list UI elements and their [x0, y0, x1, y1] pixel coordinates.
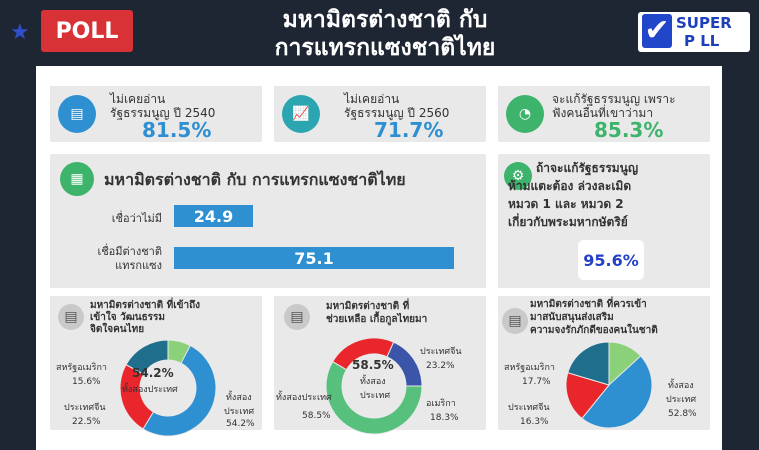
donut3-label-cn: ประเทศจีน: [508, 403, 550, 413]
donut-card-3: ▤ มหามิตรต่างชาติ ที่ควรเข้า มาสนับสนุนส…: [498, 296, 710, 430]
pie-chart-3: [565, 341, 653, 429]
donut1-title-2: เข้าใจ วัฒนธรรม: [90, 312, 166, 323]
stat-value-3: 85.3%: [594, 118, 664, 142]
donut3-label-both-2: ประเทศ: [666, 395, 697, 405]
slice-0: [142, 339, 217, 437]
donut1-center-label: ทั้งสองประเทศ: [122, 385, 178, 395]
donut3-pct-us: 17.7%: [522, 377, 551, 387]
super-poll-logo: ✔ SUPER P LL: [638, 12, 750, 52]
donut1-title: มหามิตรต่างชาติ ที่เข้าถึง เข้าใจ วัฒนธร…: [90, 300, 200, 336]
header: ★ POLL มหามิตรต่างชาติ กับ การแทรกแซงชาต…: [0, 0, 759, 64]
stat-label-1a: ไม่เคยอ่าน: [110, 92, 166, 106]
slice-2: [386, 341, 423, 387]
gear-icon: ⚙: [504, 162, 532, 190]
stat-label-1b: รัฐธรรมนูญ ปี 2540: [110, 106, 216, 120]
donut3-pct-both: 52.8%: [668, 409, 697, 419]
donut2-label-cn: ประเทศจีน: [420, 347, 462, 357]
donut2-label-us: อเมริกา: [426, 399, 456, 409]
donut3-pct-cn: 16.3%: [520, 417, 549, 427]
donut2-pct-cn: 23.2%: [426, 361, 455, 371]
donut-card-2: ▤ มหามิตรต่างชาติ ที่ ช่วยเหลือ เกื้อกูล…: [274, 296, 486, 435]
bar-label-1: เชื่อว่าไม่มี: [111, 212, 162, 225]
bar-none: 24.9: [174, 205, 253, 227]
monarchy-line-2: ห้ามแตะต้อง ล่วงละเมิด: [508, 179, 632, 193]
donut1-label-both-2: ประเทศ: [224, 407, 255, 417]
document-icon: ▤: [284, 304, 310, 330]
document-chart-icon: ▤: [58, 95, 96, 133]
slice-other: [167, 339, 192, 364]
title-line-2: การแทรกแซงชาติไทย: [274, 35, 496, 61]
slice-1: [565, 372, 610, 420]
donut-card-1: ▤ มหามิตรต่างชาติ ที่เข้าถึง เข้าใจ วัฒน…: [50, 296, 262, 437]
donut1-label-both: ทั้งสอง: [226, 393, 252, 403]
donut3-title: มหามิตรต่างชาติ ที่ควรเข้า มาสนับสนุนส่ง…: [530, 298, 658, 337]
monarchy-line-3: หมวด 1 และ หมวด 2: [508, 197, 624, 211]
logo-text-2: P LL: [684, 32, 720, 50]
bar-chart-card: ▦ มหามิตรต่างชาติ กับ การแทรกแซงชาติไทย …: [50, 154, 486, 288]
donut1-title-1: มหามิตรต่างชาติ ที่เข้าถึง: [90, 300, 201, 311]
donut2-center-value: 58.5%: [352, 358, 394, 372]
monarchy-card: ⚙ ถ้าจะแก้รัฐธรรมนูญ ห้ามแตะต้อง ล่วงละเ…: [498, 154, 710, 288]
stat-label-2b: รัฐธรรมนูญ ปี 2560: [344, 106, 450, 120]
stat-value-1: 81.5%: [142, 118, 212, 142]
document-icon: ▤: [58, 304, 84, 330]
slice-2: [567, 341, 610, 386]
document-icon: ▦: [60, 162, 94, 196]
stat-card-2: 📈 ไม่เคยอ่าน รัฐธรรมนูญ ปี 2560 71.7%: [274, 86, 486, 142]
title-line-1: มหามิตรต่างชาติ กับ: [282, 7, 488, 33]
donut2-center-label-1: ทั้งสอง: [360, 377, 386, 387]
donut-chart-2: [325, 337, 423, 435]
monarchy-line-4: เกี่ยวกับพระมหากษัตริย์: [508, 215, 628, 229]
stat-label-3b: ฟังคนอื่นที่เขาว่ามา: [552, 106, 654, 120]
donut-chart-1: [119, 339, 217, 437]
donut2-title: มหามิตรต่างชาติ ที่ ช่วยเหลือ เกื้อกูลไท…: [326, 300, 427, 326]
growth-chart-icon: 📈: [282, 95, 320, 133]
donut3-title-2: มาสนับสนุนส่งเสริม: [530, 312, 614, 323]
donut2-pct-us: 18.3%: [430, 413, 459, 423]
donut2-title-2: ช่วยเหลือ เกื้อกูลไทยมา: [326, 314, 428, 325]
donut1-pct-both: 54.2%: [226, 419, 255, 429]
stat-label-3a: จะแก้รัฐธรรมนูญ เพราะ: [552, 92, 676, 106]
pie-chart-icon: ◔: [506, 95, 544, 133]
donut1-label-cn: ประเทศจีน: [64, 403, 106, 413]
stat-card-1: ▤ ไม่เคยอ่าน รัฐธรรมนูญ ปี 2540 81.5%: [50, 86, 262, 142]
stat-value-2: 71.7%: [374, 118, 444, 142]
donut2-title-1: มหามิตรต่างชาติ ที่: [326, 301, 410, 312]
donut1-label-us: สหรัฐอเมริกา: [56, 363, 107, 373]
stat-card-3: ◔ จะแก้รัฐธรรมนูญ เพราะ ฟังคนอื่นที่เขาว…: [498, 86, 710, 142]
donut1-center-value: 54.2%: [132, 366, 174, 380]
slice-0: [325, 360, 423, 435]
monarchy-text: ถ้าจะแก้รัฐธรรมนูญ: [536, 159, 638, 177]
donut2-pct-both: 58.5%: [302, 411, 331, 421]
document-icon: ▤: [502, 308, 528, 334]
bar-chart-title: มหามิตรต่างชาติ กับ การแทรกแซงชาติไทย: [104, 170, 406, 189]
bar-label-2b: แทรกแซง: [115, 259, 162, 272]
donut1-pct-cn: 22.5%: [72, 417, 101, 427]
donut3-title-1: มหามิตรต่างชาติ ที่ควรเข้า: [530, 299, 647, 310]
donut2-label-both: ทั้งสองประเทศ: [276, 393, 332, 403]
monarchy-line-1: ถ้าจะแก้รัฐธรรมนูญ: [536, 161, 639, 175]
slice-other: [608, 341, 642, 387]
page-title: มหามิตรต่างชาติ กับ การแทรกแซงชาติไทย: [150, 6, 620, 62]
main-panel: ▤ ไม่เคยอ่าน รัฐธรรมนูญ ปี 2540 81.5% 📈 …: [36, 66, 722, 450]
monarchy-text-rest: ห้ามแตะต้อง ล่วงละเมิด หมวด 1 และ หมวด 2…: [508, 177, 631, 231]
poll-badge: POLL: [41, 10, 133, 52]
bar-label-2a: เชื่อมีต่างชาติ: [97, 245, 162, 258]
star-icon: ★: [10, 20, 30, 45]
donut1-title-3: จิตใจคนไทย: [90, 324, 145, 335]
donut2-center-label-2: ประเทศ: [360, 391, 391, 401]
monarchy-value: 95.6%: [578, 240, 644, 280]
bar-interference: 75.1: [174, 247, 454, 269]
donut3-label-both: ทั้งสอง: [668, 381, 694, 391]
donut1-pct-us: 15.6%: [72, 377, 101, 387]
logo-text-1: SUPER: [676, 14, 732, 32]
stat-label-2a: ไม่เคยอ่าน: [344, 92, 400, 106]
donut3-label-us: สหรัฐอเมริกา: [504, 363, 555, 373]
check-icon: ✔: [642, 14, 672, 48]
donut3-title-3: ความจงรักภักดีของคนในชาติ: [530, 325, 658, 336]
